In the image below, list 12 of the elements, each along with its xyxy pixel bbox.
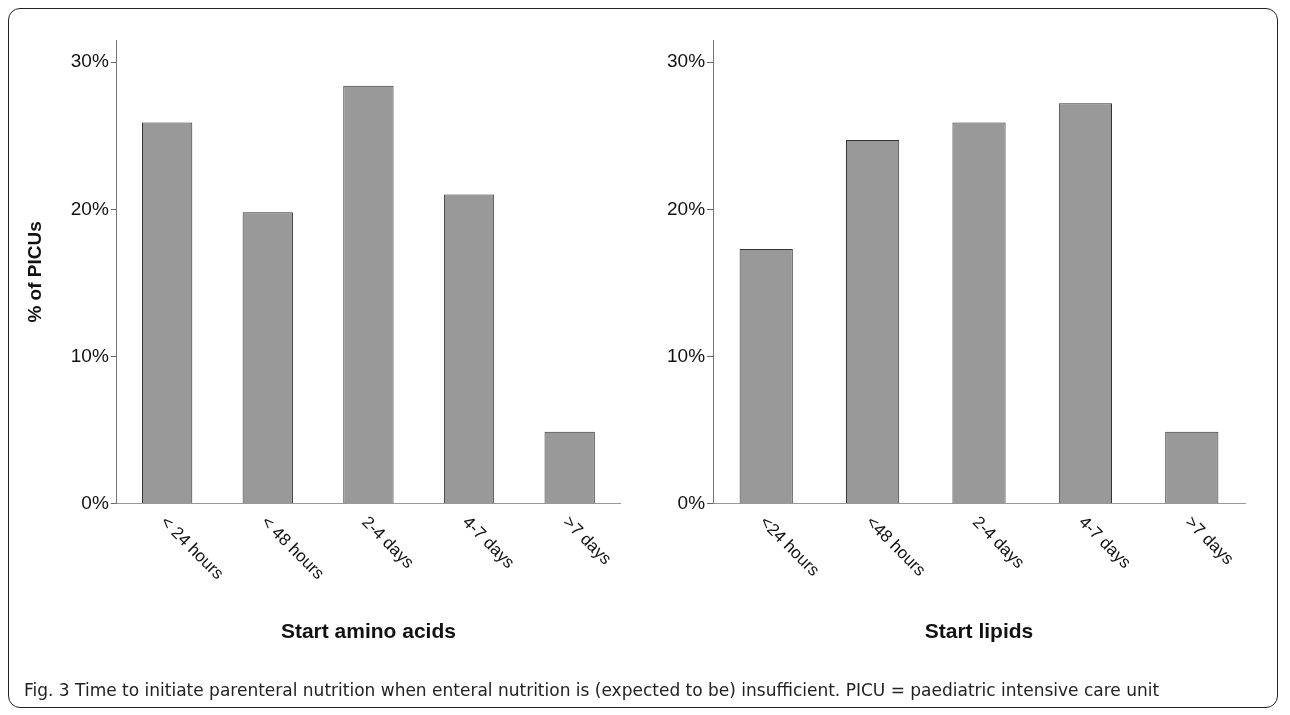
x-axis-title: Start amino acids	[280, 619, 456, 643]
x-axis-title: Start lipids	[924, 619, 1034, 643]
y-axis-title: % of PICUs	[23, 221, 45, 323]
y-tick-label: 10%	[667, 344, 706, 366]
y-tick-label: 10%	[70, 344, 109, 366]
caption: Fig. 3 Time to initiate parenteral nutrition when enteral nutrition is (expected to be) insufficient. PICU = paediatric intensive care unit	[24, 680, 1160, 700]
y-tick-label: 20%	[667, 197, 706, 219]
y-tick-label: 20%	[70, 197, 109, 219]
y-tick-label: 0%	[81, 492, 109, 514]
y-tick-label: 30%	[667, 50, 706, 72]
y-tick-label: 30%	[70, 50, 109, 72]
y-tick-label: 0%	[677, 492, 706, 514]
